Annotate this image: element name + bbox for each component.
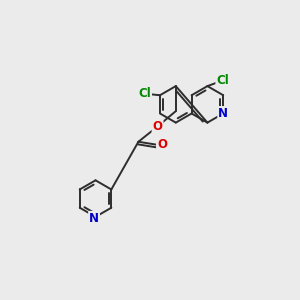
Text: O: O — [157, 138, 167, 151]
Text: Cl: Cl — [138, 87, 151, 100]
Text: N: N — [89, 212, 99, 225]
Text: Cl: Cl — [216, 74, 229, 87]
Text: O: O — [152, 120, 163, 133]
Text: N: N — [218, 107, 228, 120]
